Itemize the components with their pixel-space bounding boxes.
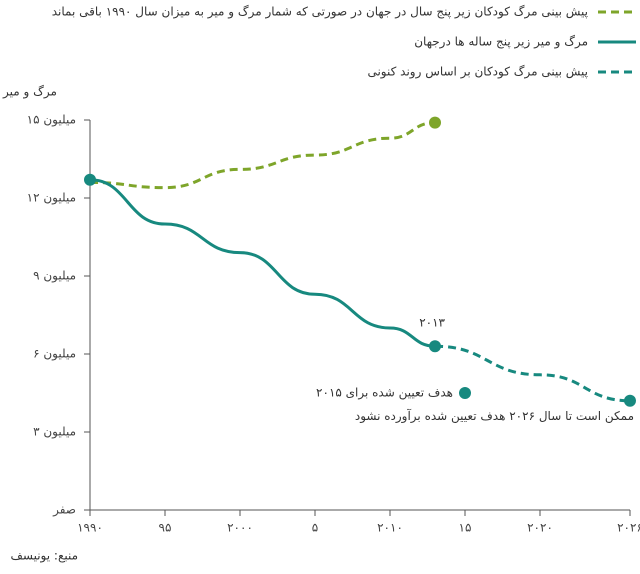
x-tick-label: ۹۵ xyxy=(159,521,172,535)
legend-label: مرگ و میر زیر پنج ساله ها درجهان xyxy=(414,35,588,50)
point-marker xyxy=(429,340,441,353)
y-tick-label: ۱۲ میلیون xyxy=(27,191,76,206)
y-axis-label: مرگ و میر xyxy=(2,85,57,100)
x-tick-label: ۲۰۲۶ xyxy=(617,521,640,535)
y-tick-label: ۳ میلیون xyxy=(33,425,76,440)
point-marker xyxy=(429,116,441,129)
x-tick-label: ۵ xyxy=(312,521,318,535)
x-tick-label: ۲۰۲۰ xyxy=(527,521,553,535)
legend-label: پیش بینی مرگ کودکان بر اساس روند کنونی xyxy=(367,65,588,80)
y-tick-label: ۹ میلیون xyxy=(33,269,76,284)
source: منبع: یونیسف xyxy=(10,549,78,564)
x-tick-label: ۱۵ xyxy=(459,521,472,535)
annotation: ۲۰۱۳ xyxy=(419,315,445,329)
y-tick-label: ۶ میلیون xyxy=(33,347,76,362)
legend-label: پیش بینی مرگ کودکان زیر پنج سال در جهان … xyxy=(52,5,588,20)
series-line xyxy=(89,121,436,190)
annotation: ممکن است تا سال ۲۰۲۶ هدف تعیین شده برآور… xyxy=(355,408,634,424)
series-line xyxy=(434,344,631,403)
x-tick-label: ۱۹۹۰ xyxy=(77,521,103,535)
y-tick-label: ۱۵ میلیون xyxy=(27,113,76,128)
x-tick-label: ۲۰۰۰ xyxy=(227,521,253,535)
series-line xyxy=(89,178,436,348)
x-tick-label: ۲۰۱۰ xyxy=(377,521,403,535)
target-marker xyxy=(459,387,471,399)
y-tick-label: صفر xyxy=(52,503,76,518)
point-marker xyxy=(624,394,636,407)
target-label: هدف تعیین شده برای ۲۰۱۵ xyxy=(316,386,453,401)
point-marker xyxy=(84,173,96,186)
